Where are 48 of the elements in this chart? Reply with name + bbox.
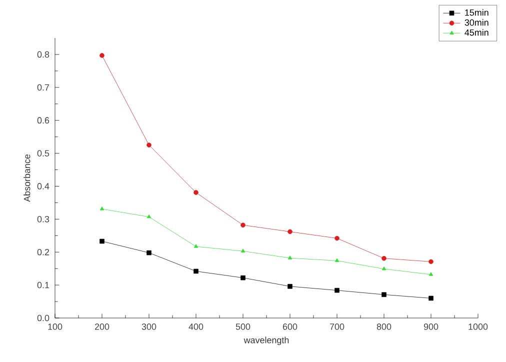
x-tick-label: 500 <box>236 324 250 330</box>
x-tick-label: 200 <box>94 324 110 330</box>
y-tick-label: 0.6 <box>37 117 50 124</box>
x-tick-label: 900 <box>424 324 438 330</box>
point <box>382 292 386 298</box>
point <box>100 206 104 210</box>
legend-label: 30min <box>464 19 488 26</box>
point <box>240 248 246 252</box>
point <box>100 53 104 58</box>
point <box>194 244 198 248</box>
point <box>382 256 386 261</box>
x-tick-label: 100 <box>48 324 62 330</box>
y-tick-label: 0.4 <box>37 183 50 190</box>
legend-label: 15min <box>465 9 488 16</box>
y-tick-label: 0.3 <box>37 216 50 222</box>
y-tick-label: 0.0 <box>37 314 50 322</box>
point <box>100 238 104 244</box>
x-tick-label: 1000 <box>468 324 488 330</box>
point <box>288 256 292 260</box>
legend-label: 45min <box>464 29 488 36</box>
y-tick-label: 0.2 <box>37 248 50 256</box>
x-tick-label: 300 <box>142 324 156 330</box>
point <box>146 142 152 148</box>
point <box>428 259 434 264</box>
point <box>146 214 152 218</box>
y-tick-label: 0.5 <box>37 150 50 156</box>
point <box>288 229 292 234</box>
point <box>334 288 340 293</box>
point <box>428 296 434 301</box>
y-axis-title: Absorbance <box>24 154 30 202</box>
x-tick-label: 800 <box>376 324 392 330</box>
point <box>240 222 246 228</box>
point <box>334 258 340 262</box>
y-tick-label: 0.1 <box>37 282 50 288</box>
point <box>146 250 152 256</box>
x-tick-label: 400 <box>188 324 204 330</box>
point <box>240 275 246 280</box>
x-tick-label: 700 <box>330 324 344 330</box>
point <box>334 236 340 241</box>
point <box>194 190 198 195</box>
x-axis-title: wavelength <box>244 336 289 346</box>
x-tick-label: 600 <box>282 324 298 330</box>
y-tick-label: 0.7 <box>37 84 50 91</box>
point <box>288 284 292 289</box>
y-tick-label: 0.8 <box>37 51 50 58</box>
point <box>194 268 198 274</box>
point <box>382 266 386 270</box>
point <box>428 272 434 276</box>
